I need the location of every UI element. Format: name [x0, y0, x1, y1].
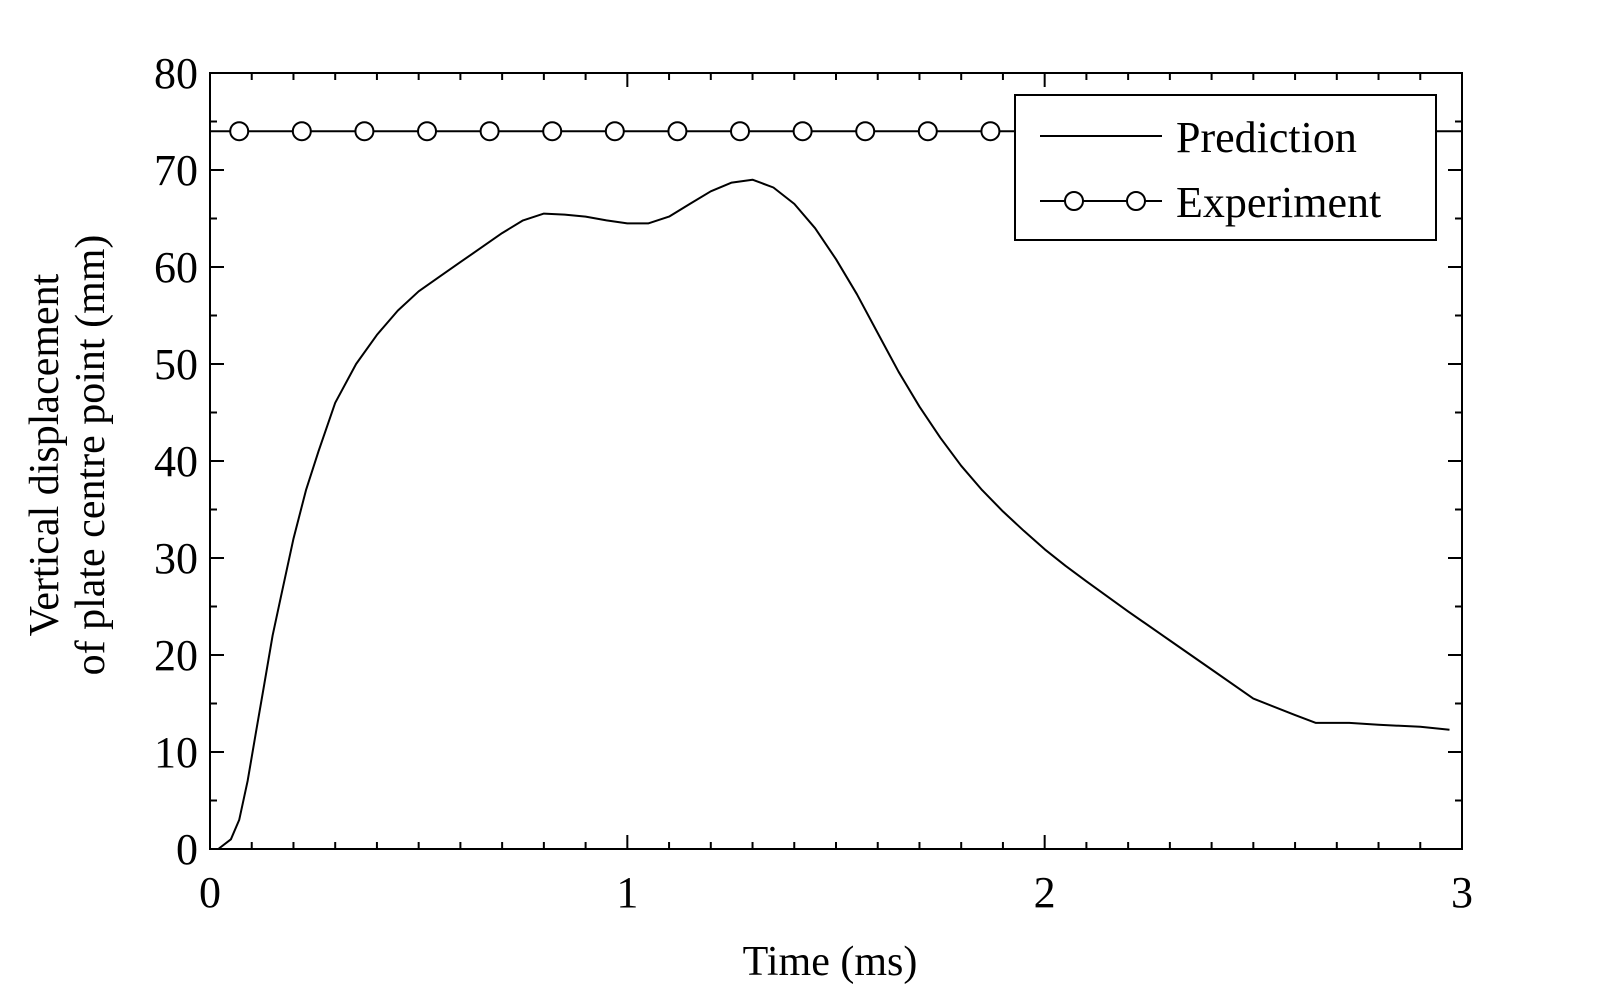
- y-tick-label: 10: [154, 728, 198, 777]
- x-tick-label: 0: [199, 868, 221, 917]
- y-tick-label: 0: [176, 825, 198, 874]
- x-tick-label: 2: [1034, 868, 1056, 917]
- experiment-marker: [917, 121, 938, 142]
- experiment-marker: [667, 121, 688, 142]
- legend-experiment-marker: [1064, 191, 1084, 211]
- y-axis-label: Vertical displacement of plate centre po…: [22, 235, 114, 676]
- y-axis-ticks: 0 10 20 30 40 50 60 70 80: [154, 49, 1462, 874]
- experiment-marker: [229, 121, 250, 142]
- x-tick-label: 1: [616, 868, 638, 917]
- y-tick-label: 70: [154, 146, 198, 195]
- series-line-prediction: [217, 178, 1450, 850]
- y-axis-label-line-2: of plate centre point (mm): [68, 235, 114, 676]
- y-axis-label-line-1: Vertical displacement: [22, 273, 68, 636]
- y-tick-label: 30: [154, 534, 198, 583]
- y-tick-label: 80: [154, 49, 198, 98]
- experiment-marker: [855, 121, 876, 142]
- experiment-marker: [291, 121, 312, 142]
- y-tick-label: 20: [154, 631, 198, 680]
- experiment-marker: [479, 121, 500, 142]
- y-tick-label: 60: [154, 243, 198, 292]
- legend: Prediction Experiment: [1014, 94, 1437, 241]
- experiment-marker: [542, 121, 563, 142]
- experiment-marker: [354, 121, 375, 142]
- x-tick-label: 3: [1451, 868, 1473, 917]
- x-axis-ticks: 0 1 2 3: [199, 73, 1473, 917]
- legend-label-experiment: Experiment: [1176, 178, 1381, 227]
- x-axis-label: Time (ms): [743, 939, 918, 985]
- experiment-marker: [980, 121, 1001, 142]
- experiment-marker: [604, 121, 625, 142]
- experiment-marker: [730, 121, 751, 142]
- legend-box: [1014, 94, 1437, 241]
- experiment-marker: [417, 121, 438, 142]
- legend-label-prediction: Prediction: [1176, 113, 1357, 162]
- experiment-marker: [792, 121, 813, 142]
- y-tick-label: 50: [154, 340, 198, 389]
- legend-experiment-marker: [1126, 191, 1146, 211]
- y-tick-label: 40: [154, 437, 198, 486]
